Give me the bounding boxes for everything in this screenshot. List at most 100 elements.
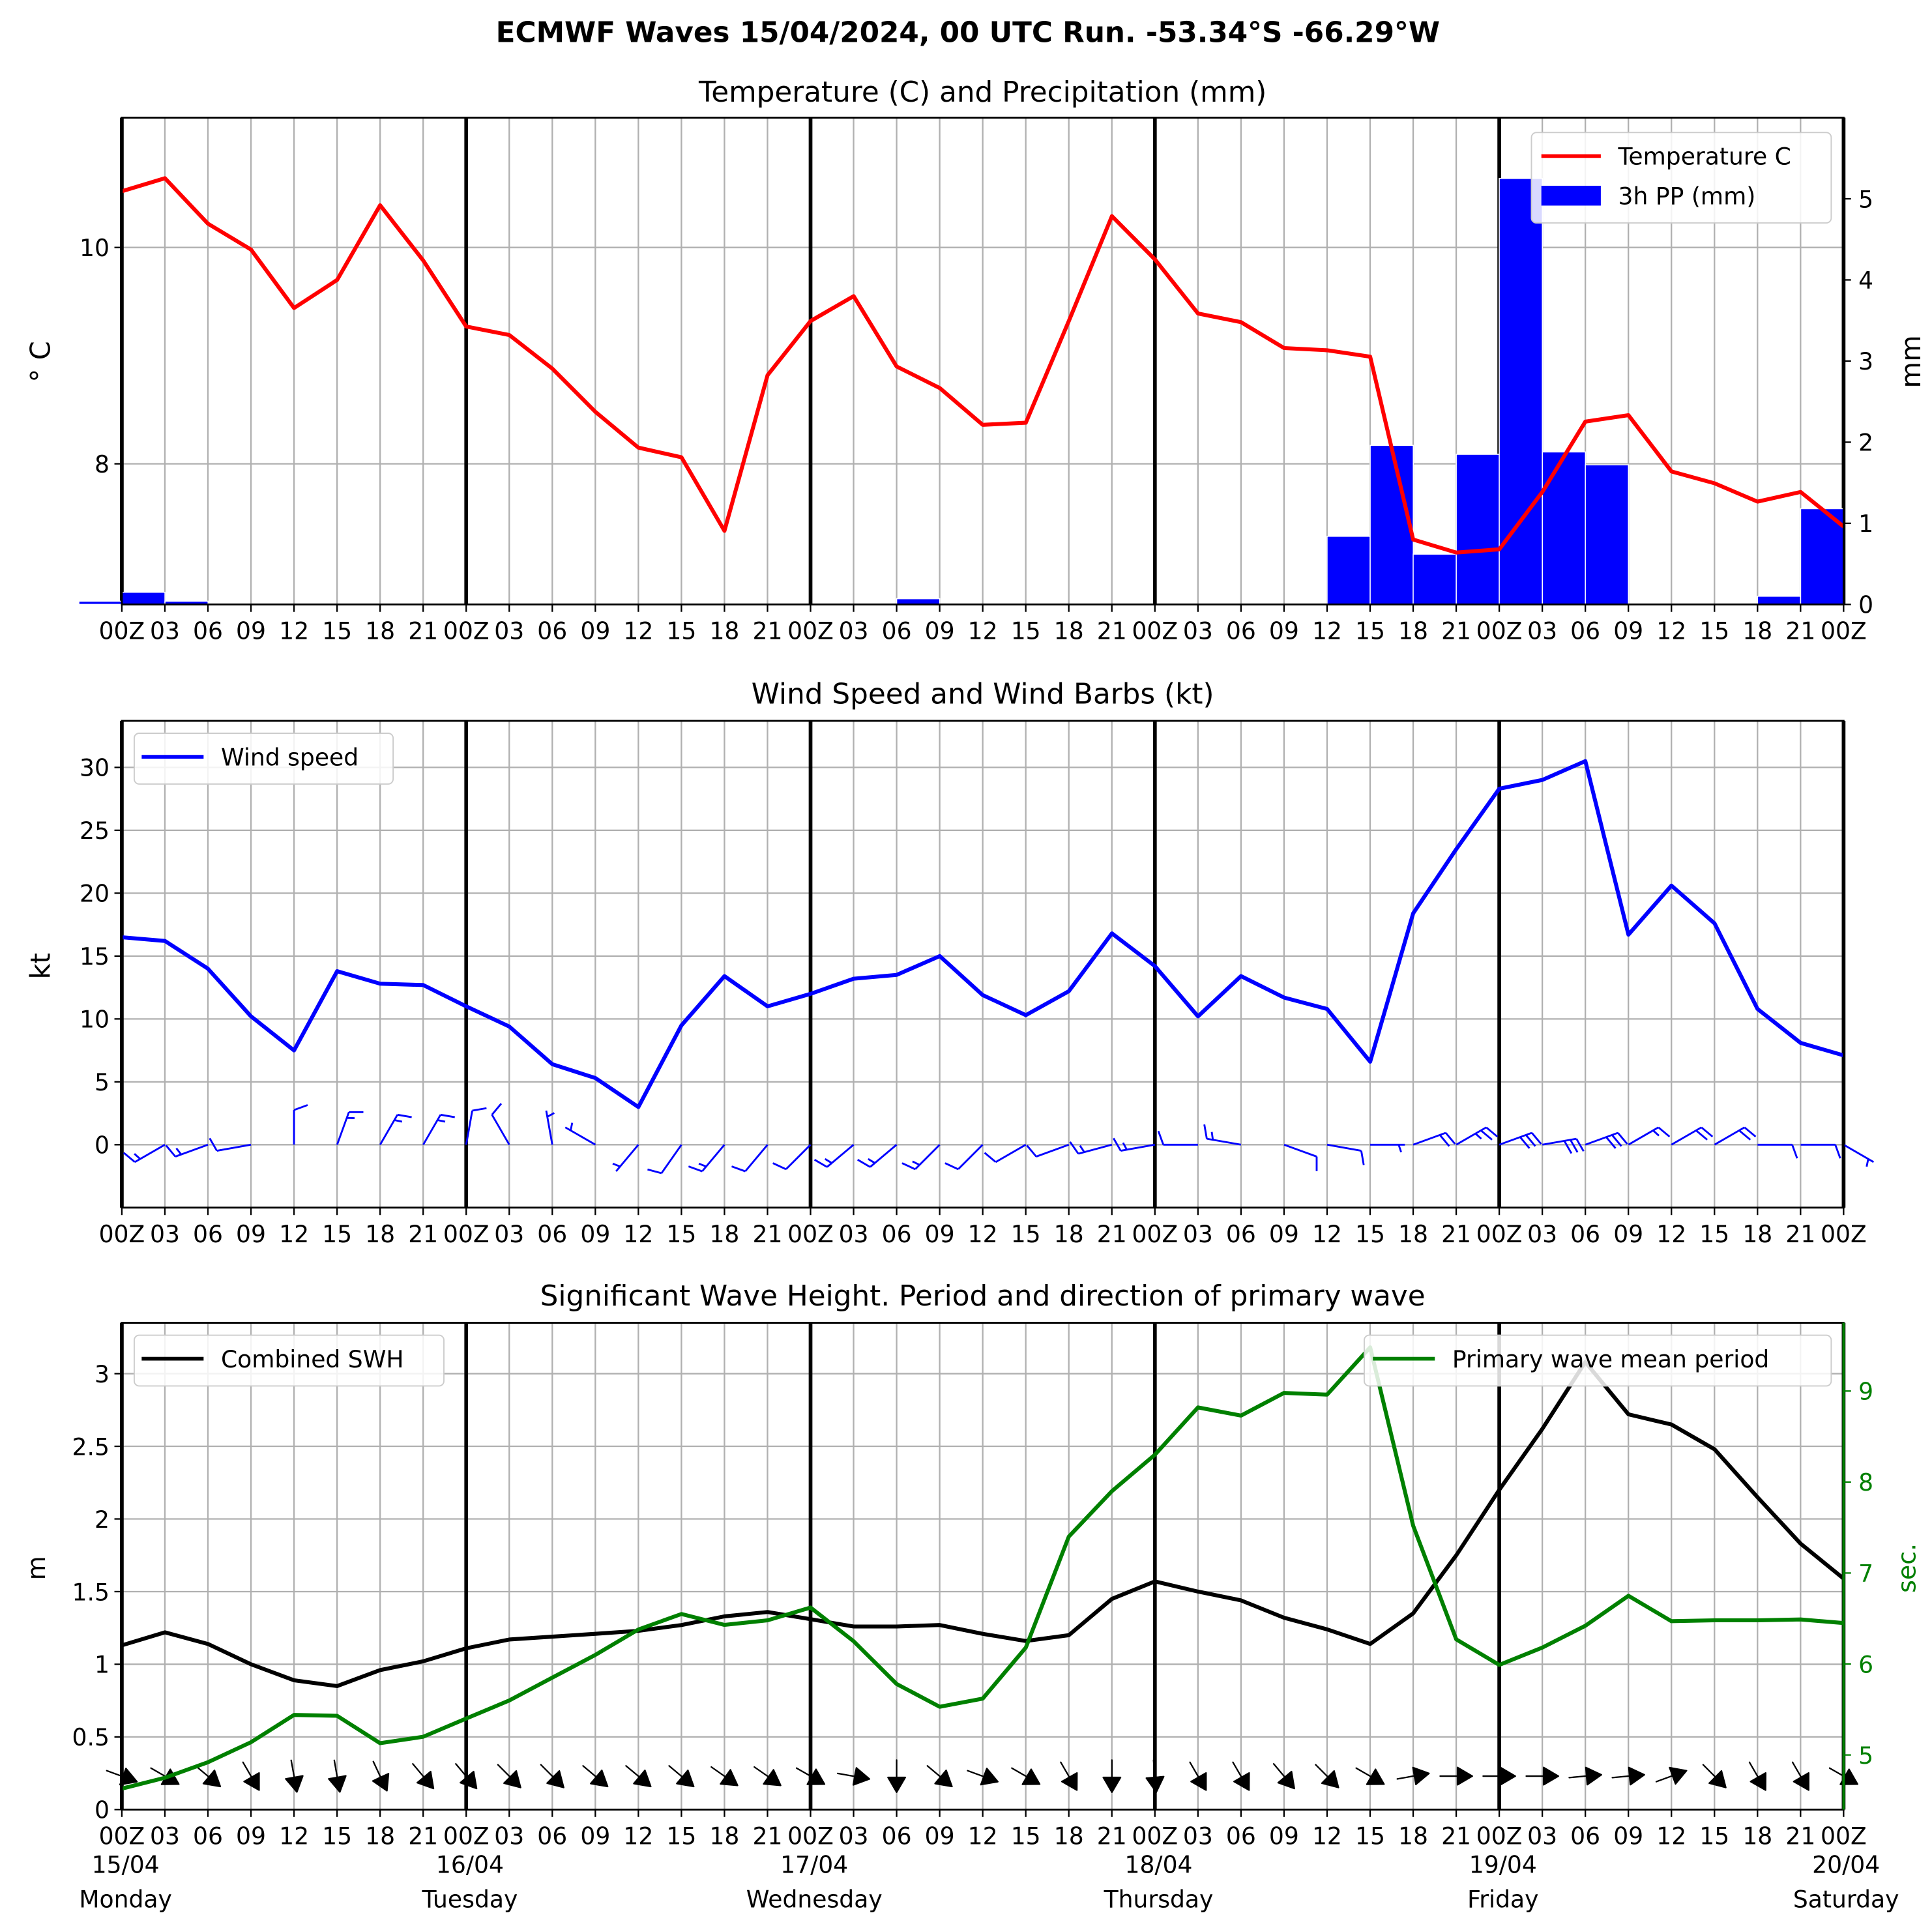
p3-xtick-label: 12: [623, 1822, 653, 1850]
p3-xtick-label: 12: [1656, 1822, 1686, 1850]
p3-xtick-label: 21: [408, 1822, 438, 1850]
p1-xtick-label: 03: [150, 617, 180, 645]
p2-xtick-label: 15: [666, 1220, 696, 1248]
wind-barb: [1283, 1143, 1318, 1171]
p2-xtick-label: 03: [839, 1220, 869, 1248]
precip-bar: [1585, 464, 1630, 606]
p1-xtick-label: 00Z: [1476, 617, 1523, 645]
p3-xtick-label: 03: [1527, 1822, 1557, 1850]
wind-barb: [1499, 1131, 1542, 1149]
p2-xtick-label: 06: [193, 1220, 223, 1248]
wave-direction-arrow: [582, 1765, 609, 1788]
legend-swh-label: Combined SWH: [221, 1345, 404, 1373]
wind-barb: [422, 1113, 455, 1145]
figure-suptitle: ECMWF Waves 15/04/2024, 00 UTC Run. -53.…: [496, 16, 1440, 50]
p2-ytick-label: 20: [80, 880, 110, 908]
p1-xtick-label: 03: [839, 617, 869, 645]
wave-direction-arrow: [1060, 1761, 1078, 1791]
wave-direction-arrow: [795, 1767, 826, 1785]
panel3-legend-right: Primary wave mean period: [1364, 1334, 1832, 1387]
p1-ytick-label: 8: [95, 450, 110, 478]
wind-barb: [1757, 1143, 1798, 1159]
p2-xtick-label: 12: [1656, 1220, 1686, 1248]
p3-xtick-label: 06: [193, 1822, 223, 1850]
p2-xtick-label: 12: [1312, 1220, 1342, 1248]
p3-xtick-label: 15: [666, 1822, 696, 1850]
p3-xtick-label: 18: [1742, 1822, 1772, 1850]
p1-xtick-label: 21: [408, 617, 438, 645]
wind-barb: [1157, 1130, 1198, 1146]
wind-barb: [1585, 1131, 1628, 1149]
wave-direction-arrow: [1011, 1767, 1041, 1785]
wind-barb: [293, 1104, 308, 1145]
wave-direction-arrow: [372, 1760, 390, 1792]
p3-ytick-label: 2: [95, 1506, 110, 1534]
p1-xtick-label: 06: [1226, 617, 1256, 645]
wave-direction-arrow: [1702, 1764, 1727, 1788]
legend-temperature-label: Temperature C: [1618, 143, 1791, 171]
wave-direction-arrow: [1611, 1766, 1645, 1786]
panel3-title: Significant Wave Height. Period and dire…: [540, 1279, 1426, 1313]
p3-ytick-label: 2.5: [72, 1433, 110, 1461]
p1-xtick-label: 15: [1011, 617, 1041, 645]
wind-barb: [647, 1144, 682, 1175]
wind-barb: [857, 1144, 898, 1168]
p3-xtick-label: 06: [537, 1822, 567, 1850]
wind-barb: [123, 1144, 166, 1163]
legend-period-label: Primary wave mean period: [1452, 1345, 1769, 1373]
p3-xtick-label: 03: [1183, 1822, 1213, 1850]
p3-xtick-label: 21: [753, 1822, 783, 1850]
p3-xtick-label: 00Z: [787, 1822, 834, 1850]
p3-xtick-label: 09: [1613, 1822, 1643, 1850]
p3-xtick-label: 15: [1355, 1822, 1385, 1850]
p1-xtick-label: 09: [925, 617, 955, 645]
wave-direction-arrow: [1355, 1767, 1385, 1785]
p3-xtick-label: 15: [1699, 1822, 1729, 1850]
p1-xtick-label: 12: [1312, 617, 1342, 645]
p3-xtick-label: 15: [322, 1822, 352, 1850]
wind-barb: [1370, 1143, 1405, 1153]
precip-bar: [1412, 553, 1457, 606]
wave-direction-arrow: [106, 1768, 138, 1786]
weekday-label: Monday: [79, 1885, 172, 1913]
p2-xtick-label: 18: [1054, 1220, 1084, 1248]
p2-ytick-label: 5: [95, 1068, 110, 1096]
wind-barb: [688, 1144, 725, 1173]
date-label: 20/04: [1812, 1850, 1880, 1878]
p3-xtick-label: 18: [709, 1822, 739, 1850]
p3-xtick-label: 09: [236, 1822, 266, 1850]
p1-y2tick-label: 2: [1858, 429, 1873, 457]
weekday-label: Wednesday: [746, 1885, 883, 1913]
wave-direction-arrow: [1439, 1766, 1473, 1786]
wind-barb: [1326, 1143, 1365, 1165]
p3-ytick-label: 3: [95, 1360, 110, 1388]
wind-barb: [1412, 1131, 1456, 1147]
p1-ytick-label: 10: [80, 234, 110, 262]
p2-xtick-label: 06: [882, 1220, 912, 1248]
p3-xtick-label: 21: [1441, 1822, 1471, 1850]
precip-bar: [1326, 536, 1371, 606]
wind-barb: [944, 1144, 984, 1171]
p1-xtick-label: 12: [1656, 617, 1686, 645]
p2-xtick-label: 21: [1441, 1220, 1471, 1248]
legend-precip-label: 3h PP (mm): [1618, 182, 1756, 211]
wave-direction-arrow: [1568, 1766, 1603, 1786]
p3-ytick-label: 0.5: [72, 1723, 110, 1751]
p1-xtick-label: 09: [1269, 617, 1299, 645]
p2-xtick-label: 00Z: [99, 1220, 145, 1248]
panel3-ylabel-right: sec.: [1893, 1543, 1922, 1593]
p2-xtick-label: 12: [623, 1220, 653, 1248]
p3-xtick-label: 03: [494, 1822, 524, 1850]
p3-xtick-label: 00Z: [99, 1822, 145, 1850]
p3-xtick-label: 12: [1312, 1822, 1342, 1850]
date-label: 15/04: [92, 1850, 160, 1878]
wind-barb: [1203, 1124, 1242, 1146]
p3-ytick-label: 1.5: [72, 1578, 110, 1606]
p2-xtick-label: 09: [236, 1220, 266, 1248]
p1-xtick-label: 00Z: [1821, 617, 1867, 645]
p3-xtick-label: 09: [1269, 1822, 1299, 1850]
p3-xtick-label: 06: [1226, 1822, 1256, 1850]
p1-xtick-label: 21: [1097, 617, 1127, 645]
weekday-label: Thursday: [1104, 1885, 1214, 1913]
wave-direction-arrow: [836, 1767, 871, 1786]
